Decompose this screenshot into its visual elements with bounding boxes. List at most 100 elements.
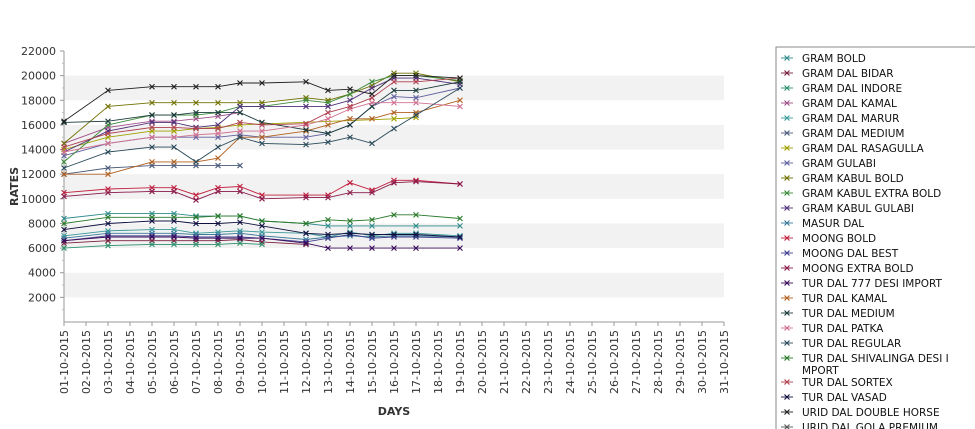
- data-point: [325, 87, 331, 94]
- x-tick-label: 12-10-2015: [300, 330, 313, 394]
- x-tick-label: 04-10-2015: [124, 330, 137, 394]
- data-point: [237, 134, 243, 141]
- data-point: [391, 78, 397, 85]
- legend-label: GRAM DAL MARUR: [802, 113, 899, 125]
- legend-item-19: TUR DAL PATKA: [781, 323, 884, 335]
- x-tick-label: 10-10-2015: [256, 330, 269, 394]
- data-point: [303, 103, 309, 110]
- data-point: [391, 234, 397, 240]
- y-tick-label: 12000: [21, 168, 56, 181]
- data-point: [105, 149, 111, 155]
- data-point: [193, 158, 199, 165]
- data-point: [259, 235, 265, 242]
- data-point: [149, 112, 155, 118]
- data-point: [413, 178, 419, 185]
- data-point: [61, 235, 67, 242]
- data-point: [347, 245, 353, 251]
- data-point: [457, 97, 463, 104]
- data-point: [149, 144, 155, 150]
- data-point: [457, 181, 463, 187]
- data-point: [237, 240, 243, 247]
- data-point: [61, 240, 67, 247]
- data-point: [413, 234, 419, 240]
- data-point: [237, 188, 243, 195]
- legend-label: MOONG BOLD: [802, 233, 876, 245]
- data-point: [457, 85, 463, 91]
- data-point: [105, 118, 111, 125]
- legend-item-21: TUR DAL SHIVALINGA DESI I MPORT: [781, 353, 949, 377]
- data-point: [193, 109, 199, 116]
- data-point: [105, 140, 111, 147]
- legend-label: GRAM KABUL GULABI: [802, 203, 914, 215]
- data-point: [215, 235, 221, 242]
- legend-item-9: GRAM KABUL BOLD: [781, 173, 904, 185]
- legend-label: GRAM GULABI: [802, 158, 876, 170]
- data-point: [215, 99, 221, 106]
- data-point: [413, 72, 419, 79]
- legend-label: TUR DAL KAMAL: [801, 293, 887, 305]
- data-point: [347, 231, 353, 238]
- series-6: [61, 162, 243, 178]
- series-3: [61, 240, 265, 251]
- data-point: [105, 171, 111, 178]
- x-tick-label: 31-10-2015: [718, 330, 731, 394]
- data-point: [61, 149, 67, 155]
- x-tick-label: 08-10-2015: [212, 330, 225, 394]
- data-point: [237, 103, 243, 110]
- x-tick-label: 03-10-2015: [102, 330, 115, 394]
- data-point: [149, 188, 155, 195]
- data-point: [61, 215, 67, 222]
- legend-label: TUR DAL MEDIUM: [801, 308, 895, 320]
- data-point: [105, 103, 111, 110]
- data-point: [61, 165, 67, 171]
- data-point: [193, 235, 199, 242]
- legend-label: MOONG DAL BEST: [802, 248, 899, 260]
- data-point: [215, 234, 221, 240]
- data-point: [237, 227, 243, 234]
- data-point: [369, 231, 375, 238]
- data-point: [259, 128, 265, 134]
- x-tick-label: 17-10-2015: [410, 330, 423, 394]
- data-point: [105, 242, 111, 249]
- data-point: [61, 118, 67, 125]
- x-tick-label: 05-10-2015: [146, 330, 159, 394]
- legend-item-13: MOONG BOLD: [781, 233, 876, 245]
- data-point: [215, 144, 221, 150]
- data-point: [215, 241, 221, 248]
- data-point: [325, 130, 331, 137]
- x-tick-label: 01-10-2015: [58, 330, 71, 394]
- data-point: [215, 213, 221, 219]
- data-point: [303, 97, 309, 104]
- data-point: [61, 158, 67, 165]
- data-point: [61, 144, 67, 150]
- data-point: [413, 231, 419, 238]
- data-point: [105, 214, 111, 221]
- data-point: [105, 87, 111, 94]
- data-point: [347, 86, 353, 93]
- data-point: [193, 192, 199, 199]
- legend-item-25: URID DAL GOLA PREMIUM: [781, 422, 938, 429]
- data-point: [171, 99, 177, 106]
- data-point: [237, 128, 243, 134]
- data-point: [61, 220, 67, 227]
- y-tick-label: 4000: [28, 267, 56, 280]
- data-point: [105, 128, 111, 134]
- data-point: [259, 119, 265, 126]
- data-point: [413, 99, 419, 106]
- y-tick-label: 8000: [28, 217, 56, 230]
- data-point: [105, 234, 111, 240]
- data-point: [391, 109, 397, 116]
- data-point: [369, 85, 375, 91]
- data-point: [325, 109, 331, 116]
- data-point: [259, 122, 265, 128]
- data-point: [105, 130, 111, 137]
- data-point: [193, 234, 199, 240]
- data-point: [347, 218, 353, 224]
- x-tick-label: 23-10-2015: [542, 330, 555, 394]
- data-point: [259, 134, 265, 141]
- y-axis: 2000 4000 6000 8000 10000 12000 14000 16000 1800…: [21, 45, 65, 322]
- data-point: [347, 122, 353, 128]
- data-point: [369, 115, 375, 122]
- data-point: [347, 97, 353, 104]
- legend-item-23: TUR DAL VASAD: [781, 392, 887, 404]
